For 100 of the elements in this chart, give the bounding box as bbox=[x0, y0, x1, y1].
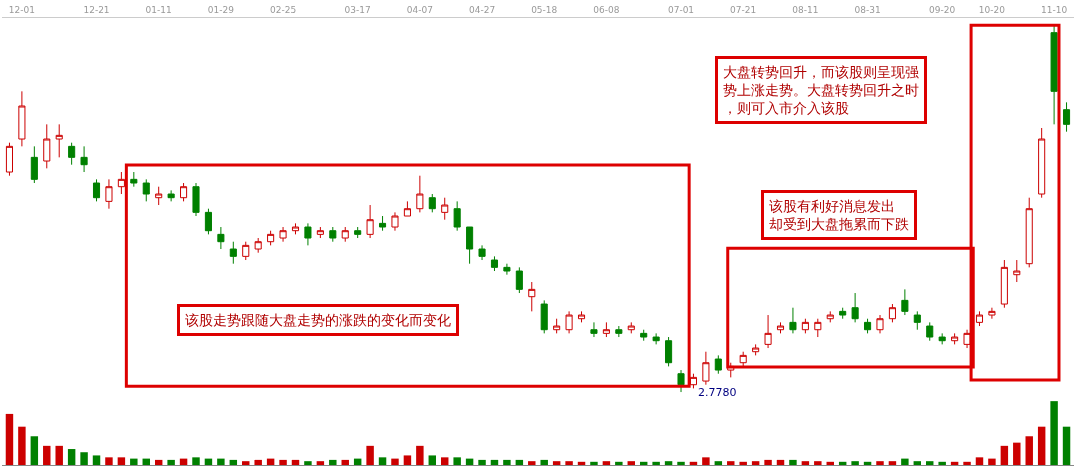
candlestick bbox=[975, 310, 984, 327]
bar bbox=[590, 461, 598, 465]
candlestick bbox=[665, 336, 673, 367]
candlestick bbox=[752, 343, 760, 356]
bar bbox=[105, 457, 113, 465]
annotation: 该股走势跟随大盘走势的涨跌的变化而变化 bbox=[185, 312, 451, 328]
bar bbox=[652, 461, 660, 465]
bar bbox=[279, 459, 287, 465]
candlestick bbox=[192, 182, 200, 217]
x-tick-label: 11-10 bbox=[1041, 5, 1068, 16]
bar bbox=[552, 461, 561, 465]
candlestick bbox=[826, 310, 834, 323]
candlestick bbox=[926, 321, 934, 342]
x-tick-label: 02-25 bbox=[269, 5, 297, 16]
candlestick bbox=[55, 123, 63, 158]
candlestick bbox=[913, 310, 921, 331]
candlestick bbox=[776, 321, 785, 334]
bar bbox=[428, 455, 437, 465]
candlestick bbox=[5, 142, 14, 177]
bar bbox=[217, 458, 225, 465]
candlestick bbox=[876, 314, 884, 334]
bar bbox=[254, 459, 262, 465]
bar bbox=[1062, 426, 1071, 465]
x-tick-label: 04-07 bbox=[406, 5, 433, 16]
bar bbox=[1000, 445, 1009, 465]
bar bbox=[229, 459, 238, 465]
annotation: 该股有利好消息发出却受到大盘拖累而下跌 bbox=[769, 198, 909, 233]
candlestick bbox=[441, 197, 449, 221]
candlestick bbox=[801, 318, 809, 334]
bar bbox=[615, 461, 623, 465]
candlestick bbox=[291, 222, 300, 235]
candlestick bbox=[428, 193, 436, 213]
candlestick bbox=[155, 186, 163, 206]
candlestick bbox=[739, 351, 747, 367]
bar bbox=[975, 457, 984, 465]
bar bbox=[92, 455, 101, 465]
candlestick bbox=[627, 321, 635, 334]
candlestick bbox=[167, 189, 175, 202]
annotation: 大盘转势回升，而该股则呈现强势上涨走势。大盘转势回升之时，则可入市介入该股 bbox=[723, 64, 919, 117]
candlestick bbox=[254, 237, 262, 254]
candlestick bbox=[789, 307, 797, 334]
candlestick bbox=[1050, 24, 1058, 125]
bar bbox=[1050, 401, 1058, 465]
candlestick bbox=[1000, 259, 1008, 309]
bar bbox=[329, 459, 337, 465]
bar bbox=[627, 461, 635, 465]
x-tick-label: 07-21 bbox=[730, 5, 757, 16]
bar bbox=[490, 459, 499, 465]
candlestick bbox=[864, 318, 872, 334]
bar bbox=[167, 459, 175, 465]
candlestick bbox=[105, 178, 113, 210]
bar bbox=[1025, 436, 1033, 465]
candlestick bbox=[764, 314, 772, 349]
candlestick bbox=[466, 226, 474, 265]
candlestick bbox=[677, 369, 685, 393]
candlestick bbox=[341, 226, 349, 243]
candlestick bbox=[652, 332, 660, 345]
candlestick bbox=[242, 241, 250, 261]
candlestick bbox=[229, 241, 237, 265]
bar bbox=[503, 459, 511, 465]
bar bbox=[888, 461, 897, 465]
x-tick-label: 08-11 bbox=[792, 5, 819, 16]
candlestick bbox=[391, 211, 399, 232]
bar bbox=[18, 426, 26, 465]
annotation: 2.7780 bbox=[698, 386, 737, 399]
bar bbox=[814, 461, 822, 465]
bar bbox=[242, 461, 250, 465]
candlestick bbox=[1025, 197, 1033, 268]
candlestick bbox=[851, 292, 859, 323]
candlestick bbox=[279, 226, 287, 243]
candlestick bbox=[142, 178, 150, 202]
x-tick-label: 01-29 bbox=[207, 5, 235, 16]
candlestick bbox=[130, 171, 138, 188]
candlestick bbox=[963, 329, 971, 349]
candlestick bbox=[577, 310, 586, 323]
bar bbox=[963, 461, 971, 465]
x-tick-label: 01-11 bbox=[145, 5, 172, 16]
bar bbox=[453, 457, 461, 465]
candlestick bbox=[354, 226, 362, 239]
bar bbox=[876, 461, 884, 465]
bar bbox=[901, 458, 909, 465]
bar bbox=[117, 457, 126, 465]
bar bbox=[664, 461, 673, 465]
bar bbox=[154, 459, 163, 465]
candlestick bbox=[117, 171, 125, 195]
candlestick bbox=[540, 299, 548, 334]
candlestick bbox=[988, 307, 996, 320]
candlestick bbox=[92, 178, 101, 202]
x-tick-label: 03-17 bbox=[344, 5, 371, 16]
candlestick bbox=[30, 145, 38, 184]
candlestick bbox=[503, 263, 511, 276]
bar bbox=[291, 459, 300, 465]
bar bbox=[67, 449, 76, 465]
candlestick bbox=[329, 226, 337, 243]
candlestick bbox=[18, 90, 26, 147]
bar bbox=[341, 459, 349, 465]
bar bbox=[403, 455, 412, 465]
bar bbox=[43, 445, 51, 465]
bar bbox=[515, 459, 524, 465]
bar bbox=[938, 461, 946, 465]
